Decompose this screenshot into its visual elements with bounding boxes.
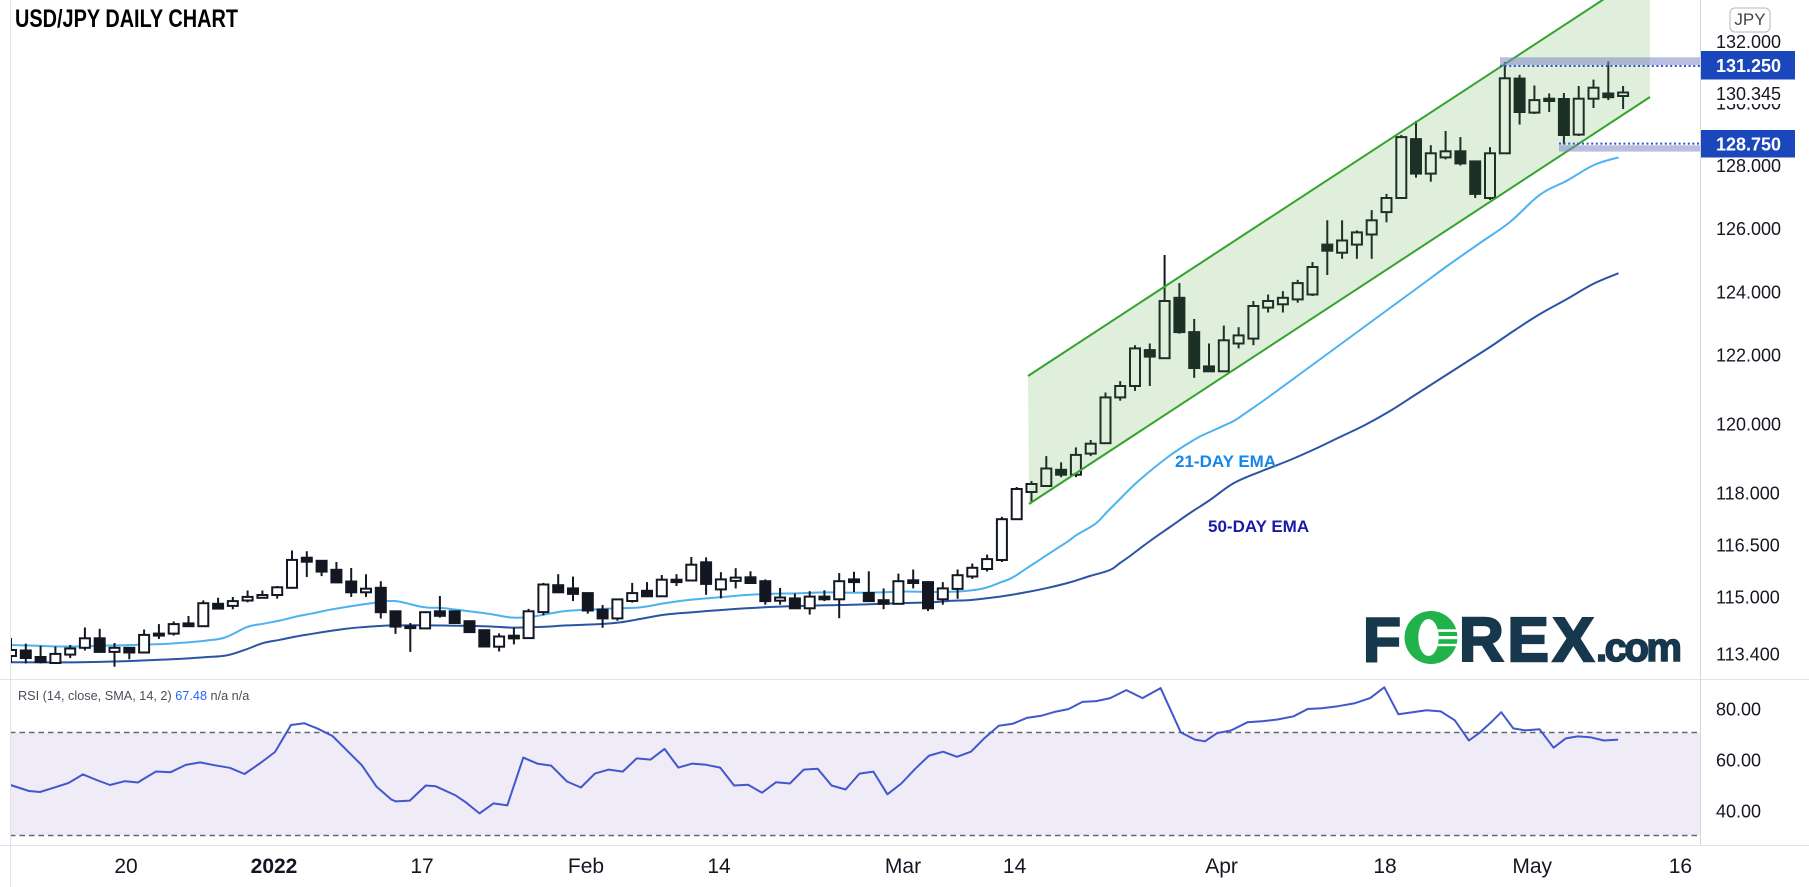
svg-text:122.000: 122.000: [1716, 346, 1781, 366]
svg-text:2022: 2022: [251, 855, 298, 878]
svg-text:50-DAY EMA: 50-DAY EMA: [1208, 517, 1309, 536]
svg-text:14: 14: [1003, 855, 1027, 878]
svg-text:18: 18: [1373, 855, 1396, 878]
svg-text:17: 17: [410, 855, 433, 878]
svg-text:21-DAY EMA: 21-DAY EMA: [1175, 452, 1276, 471]
svg-text:.com: .com: [1596, 626, 1682, 670]
svg-text:May: May: [1512, 855, 1552, 878]
svg-text:113.400: 113.400: [1716, 645, 1780, 665]
svg-text:60.00: 60.00: [1716, 751, 1761, 771]
svg-text:115.000: 115.000: [1716, 588, 1780, 608]
svg-text:128.750: 128.750: [1716, 135, 1781, 155]
svg-text:128.000: 128.000: [1716, 156, 1781, 176]
svg-text:Apr: Apr: [1205, 855, 1238, 878]
svg-text:JPY: JPY: [1734, 10, 1765, 29]
svg-text:132.000: 132.000: [1716, 32, 1781, 52]
svg-text:F: F: [1363, 606, 1401, 675]
svg-text:124.000: 124.000: [1716, 283, 1781, 303]
svg-text:REX: REX: [1459, 606, 1595, 675]
svg-text:126.000: 126.000: [1716, 219, 1781, 239]
svg-text:120.000: 120.000: [1716, 415, 1781, 435]
svg-text:USD/JPY DAILY CHART: USD/JPY DAILY CHART: [15, 5, 238, 33]
svg-text:16: 16: [1669, 855, 1692, 878]
svg-text:80.00: 80.00: [1716, 700, 1761, 720]
svg-text:Mar: Mar: [885, 855, 921, 878]
svg-text:118.000: 118.000: [1716, 484, 1780, 504]
svg-text:20: 20: [114, 855, 137, 878]
svg-text:131.250: 131.250: [1716, 56, 1781, 76]
svg-text:40.00: 40.00: [1716, 802, 1761, 822]
svg-text:Feb: Feb: [568, 855, 604, 878]
svg-text:RSI (14, close, SMA, 14, 2) 6: RSI (14, close, SMA, 14, 2) 67.48 n/a n/…: [18, 689, 250, 703]
svg-text:14: 14: [707, 855, 731, 878]
svg-text:130.345: 130.345: [1716, 84, 1781, 104]
svg-text:116.500: 116.500: [1716, 536, 1780, 556]
